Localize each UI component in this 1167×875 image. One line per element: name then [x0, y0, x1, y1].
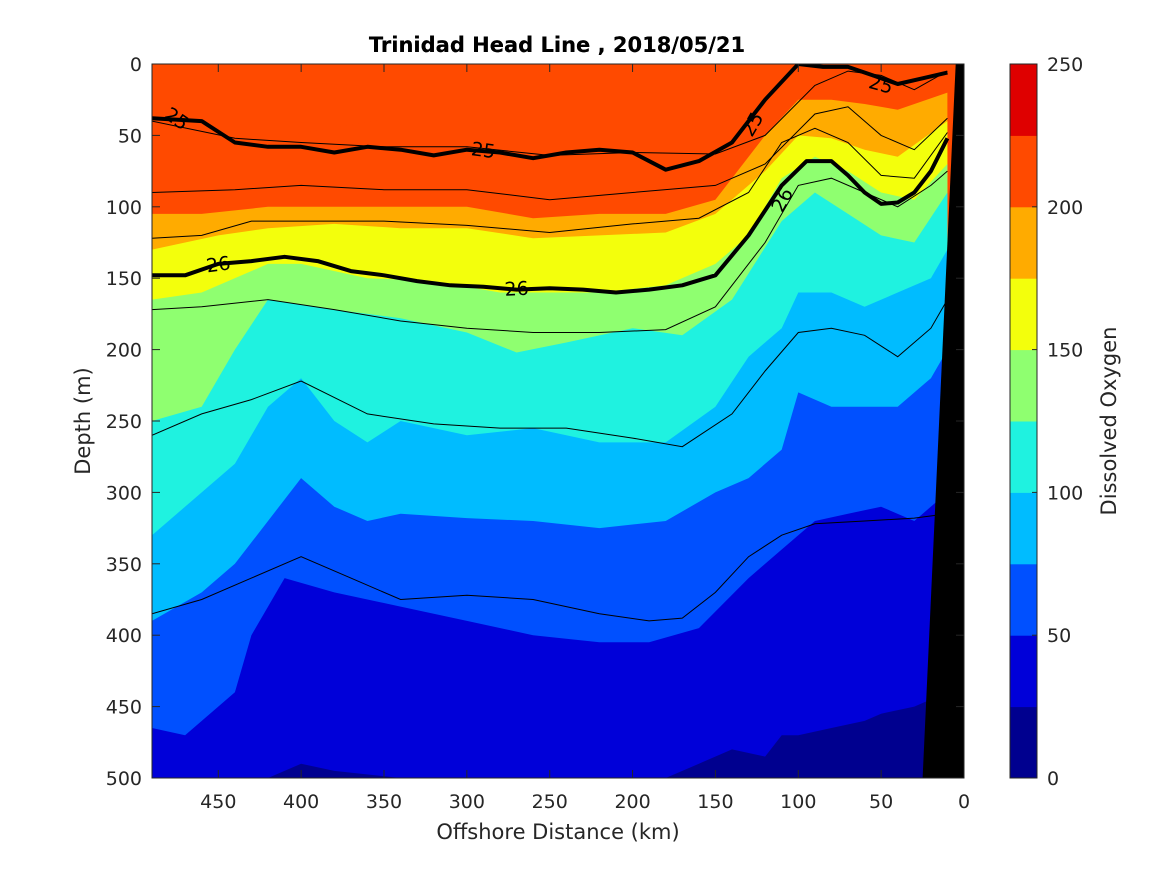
- colorbar-tick-label: 50: [1047, 625, 1071, 647]
- colorbar-label: Dissolved Oxygen: [1097, 327, 1121, 516]
- contour-label: 25: [470, 138, 497, 163]
- chart-title: Trinidad Head Line , 2018/05/21: [369, 33, 745, 57]
- colorbar-tick-label: 0: [1047, 768, 1059, 790]
- colorbar-swatch: [1010, 492, 1037, 565]
- oxygen-band-25: [152, 692, 948, 778]
- y-tick-label: 500: [106, 768, 142, 790]
- y-tick-label: 200: [106, 340, 142, 362]
- x-tick-label: 300: [449, 791, 485, 813]
- colorbar-swatch: [1010, 135, 1037, 208]
- x-tick-label: 250: [532, 791, 568, 813]
- colorbar-frame: [1009, 63, 1038, 779]
- y-tick-label: 450: [106, 697, 142, 719]
- colorbar-swatch: [1010, 349, 1037, 422]
- oxygen-band-50: [152, 492, 948, 778]
- isopycnal-25: [152, 64, 948, 172]
- colorbar-tick-label: 200: [1047, 197, 1083, 219]
- contour-label: 26: [504, 278, 529, 301]
- colorbar-swatch: [1010, 706, 1037, 779]
- colorbar-swatch: [1010, 421, 1037, 493]
- colorbar-swatch: [1010, 278, 1037, 351]
- x-tick-label: 200: [614, 791, 650, 813]
- y-tick-label: 350: [106, 554, 142, 576]
- x-tick-label: 400: [283, 791, 319, 813]
- x-tick-label: 100: [780, 791, 816, 813]
- oxygen-bands: [152, 64, 948, 778]
- contour-label-text: 26: [504, 278, 529, 301]
- x-tick-label: 50: [869, 791, 893, 813]
- seafloor-bathymetry: [922, 64, 964, 778]
- isopycnal-26: [152, 137, 950, 295]
- colorbar-swatch: [1010, 563, 1037, 636]
- density-contour-line: [152, 106, 948, 201]
- y-tick-label: 100: [106, 197, 142, 219]
- y-axis-label: Depth (m): [71, 367, 95, 474]
- x-tick-label: 450: [200, 791, 236, 813]
- colorbar-swatch: [1010, 635, 1037, 708]
- y-tick-label: 50: [118, 125, 142, 147]
- x-axis-label: Offshore Distance (km): [436, 820, 679, 844]
- colorbar-swatch: [1010, 64, 1037, 136]
- y-tick-label: 0: [130, 54, 142, 76]
- x-tick-label: 0: [958, 791, 970, 813]
- contour-label: 26: [205, 252, 232, 277]
- chart-title: Trinidad Head Line , 2018/05/21: [369, 33, 745, 57]
- colorbar-tick-label: 150: [1047, 340, 1083, 362]
- density-contours: [152, 70, 948, 622]
- y-tick-label: 150: [106, 268, 142, 290]
- x-axis-ticks: 450 400 350 300 250 200 150 100 50 0: [200, 64, 970, 813]
- y-tick-label: 250: [106, 411, 142, 433]
- colorbar: 0 50 100 150 200 250: [1009, 54, 1083, 790]
- y-tick-label: 400: [106, 625, 142, 647]
- colorbar-tick-label: 100: [1047, 482, 1083, 504]
- y-axis-ticks: 0 50 100 150 200 250 300 350 400 450 500: [106, 54, 964, 790]
- contour-label-text: 25: [470, 138, 497, 163]
- density-contour-line: [152, 299, 948, 448]
- density-contour-line: [152, 513, 948, 622]
- density-contour-line: [152, 127, 948, 239]
- contour-label-text: 26: [205, 252, 232, 277]
- colorbar-tick-label: 250: [1047, 54, 1083, 76]
- colorbar-swatch: [1010, 206, 1037, 279]
- density-contour-line: [152, 170, 948, 333]
- isopycnal-contours: [152, 64, 950, 295]
- y-tick-label: 300: [106, 482, 142, 504]
- x-tick-label: 150: [697, 791, 733, 813]
- x-tick-label: 350: [366, 791, 402, 813]
